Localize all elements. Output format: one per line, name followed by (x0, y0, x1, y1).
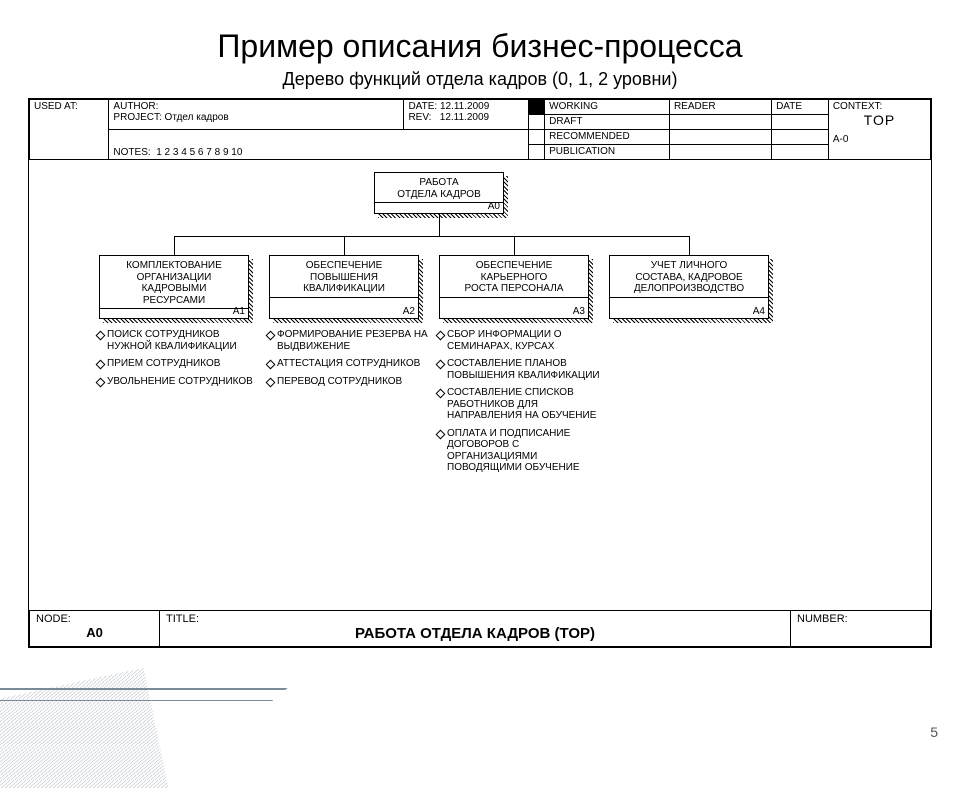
idef-frame: USED AT: AUTHOR: PROJECT: Отдел кадров D… (28, 98, 932, 648)
leaf-item: ПОИСК СОТРУДНИКОВ НУЖНОЙ КВАЛИФИКАЦИИ (95, 329, 261, 352)
idef-footer: NODE: A0 TITLE: РАБОТА ОТДЕЛА КАДРОВ (TO… (29, 610, 931, 647)
leaf-item: ФОРМИРОВАНИЕ РЕЗЕРВА НА ВЫДВИЖЕНИЕ (265, 329, 431, 352)
hdr-rev-value: 12.11.2009 (440, 112, 489, 123)
hdr-status-1: DRAFT (545, 115, 670, 130)
hdr-status-3: PUBLICATION (545, 145, 670, 160)
diagram-canvas: РАБОТАОТДЕЛА КАДРОВA0 КОМПЛЕКТОВАНИЕОРГАН… (29, 160, 931, 610)
tree-node-id: A4 (753, 306, 765, 318)
leaf-list-A3: СБОР ИНФОРМАЦИИ О СЕМИНАРАХ, КУРСАХ СОСТА… (435, 329, 601, 480)
tree-node-id: A0 (488, 201, 500, 213)
slide-title: Пример описания бизнес-процесса (0, 28, 960, 65)
idef-header: USED AT: AUTHOR: PROJECT: Отдел кадров D… (29, 99, 931, 160)
hdr-project-value: Отдел кадров (165, 112, 229, 123)
tree-node-A0: РАБОТАОТДЕЛА КАДРОВA0 (374, 172, 504, 214)
hdr-notes-value: 1 2 3 4 5 6 7 8 9 10 (156, 147, 242, 158)
hdr-reader-label: READER (669, 100, 771, 115)
hdr-context-value: TOP (833, 112, 926, 128)
leaf-item: АТТЕСТАЦИЯ СОТРУДНИКОВ (265, 358, 431, 370)
ftr-node-value: A0 (36, 625, 153, 640)
hdr-date-value: 12.11.2009 (440, 101, 489, 112)
leaf-list-A1: ПОИСК СОТРУДНИКОВ НУЖНОЙ КВАЛИФИКАЦИИ ПРИ… (95, 329, 261, 393)
ftr-node-label: NODE: (36, 613, 153, 625)
hdr-status-marker (529, 100, 545, 115)
ftr-number-label: NUMBER: (797, 613, 848, 625)
hdr-status-0: WORKING (545, 100, 670, 115)
tree-node-A3: ОБЕСПЕЧЕНИЕКАРЬЕРНОГОРОСТА ПЕРСОНАЛАA3 (439, 255, 589, 319)
hdr-context-label: CONTEXT: (833, 101, 926, 112)
leaf-item: ПРИЕМ СОТРУДНИКОВ (95, 358, 261, 370)
leaf-item: СОСТАВЛЕНИЕ ПЛАНОВ ПОВЫШЕНИЯ КВАЛИФИКАЦИ… (435, 358, 601, 381)
ftr-title-label: TITLE: (166, 613, 199, 625)
hdr-context-code: A-0 (833, 134, 926, 145)
tree-node-A2: ОБЕСПЕЧЕНИЕПОВЫШЕНИЯКВАЛИФИКАЦИИA2 (269, 255, 419, 319)
leaf-item: СОСТАВЛЕНИЕ СПИСКОВ РАБОТНИКОВ ДЛЯ НАПРА… (435, 387, 601, 422)
page-number: 5 (930, 724, 938, 740)
hdr-notes-label: NOTES: (113, 147, 150, 158)
hdr-used-at: USED AT: (30, 100, 109, 160)
tree-node-A4: УЧЕТ ЛИЧНОГОСОСТАВА, КАДРОВОЕДЕЛОПРОИЗВО… (609, 255, 769, 319)
leaf-item: ПЕРЕВОД СОТРУДНИКОВ (265, 376, 431, 388)
slide-corner-decoration (0, 668, 312, 788)
hdr-rev-label: REV: (408, 112, 431, 123)
hdr-project-label: PROJECT: (113, 112, 161, 123)
ftr-title-value: РАБОТА ОТДЕЛА КАДРОВ (TOP) (166, 625, 784, 642)
tree-node-id: A1 (233, 306, 245, 318)
tree-node-A1: КОМПЛЕКТОВАНИЕОРГАНИЗАЦИИКАДРОВЫМИРЕСУРС… (99, 255, 249, 319)
tree-node-id: A2 (403, 306, 415, 318)
leaf-item: ОПЛАТА И ПОДПИСАНИЕ ДОГОВОРОВ С ОРГАНИЗА… (435, 428, 601, 474)
hdr-reader-date-label: DATE (772, 100, 829, 115)
hdr-date-label: DATE: (408, 101, 437, 112)
leaf-item: УВОЛЬНЕНИЕ СОТРУДНИКОВ (95, 376, 261, 388)
hdr-author-label: AUTHOR: (113, 101, 158, 112)
hdr-status-2: RECOMMENDED (545, 130, 670, 145)
leaf-item: СБОР ИНФОРМАЦИИ О СЕМИНАРАХ, КУРСАХ (435, 329, 601, 352)
leaf-list-A2: ФОРМИРОВАНИЕ РЕЗЕРВА НА ВЫДВИЖЕНИЕ АТТЕСТ… (265, 329, 431, 393)
tree-node-id: A3 (573, 306, 585, 318)
slide-subtitle: Дерево функций отдела кадров (0, 1, 2 ур… (0, 69, 960, 90)
